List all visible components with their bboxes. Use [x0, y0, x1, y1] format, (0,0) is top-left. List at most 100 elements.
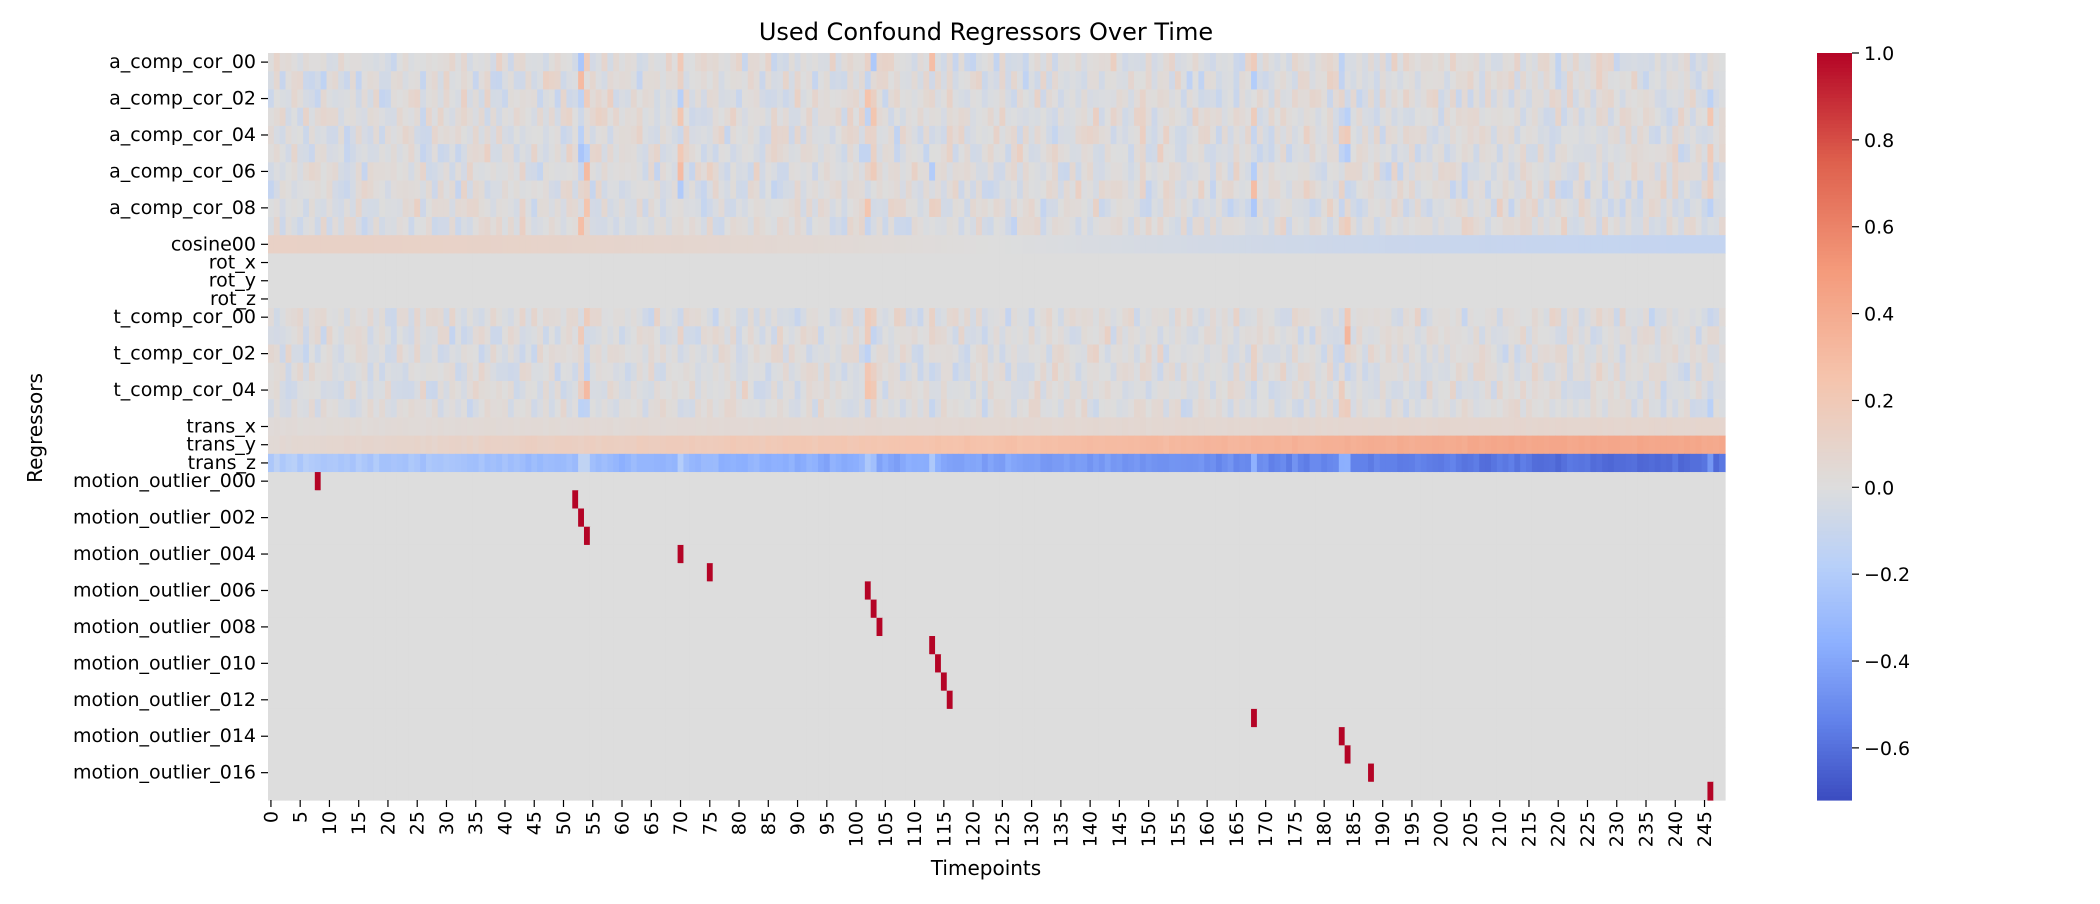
- heatmap-cell: [923, 380, 930, 400]
- heatmap-cell: [870, 326, 878, 346]
- heatmap-cell: [899, 344, 907, 364]
- heatmap-cell: [1660, 107, 1668, 127]
- heatmap-cell: [1660, 180, 1668, 200]
- heatmap-cell: [987, 362, 995, 382]
- heatmap-cell: [671, 107, 679, 127]
- heatmap-cell: [724, 180, 731, 200]
- heatmap-cell: [303, 380, 310, 400]
- heatmap-cell: [1227, 53, 1235, 72]
- heatmap-cell: [1063, 71, 1071, 91]
- heatmap-cell: [1034, 89, 1041, 109]
- heatmap-cell: [1713, 53, 1720, 72]
- heatmap-cell: [355, 53, 363, 72]
- heatmap-cell: [1607, 253, 1615, 273]
- heatmap-cell: [320, 235, 328, 255]
- heatmap-cell: [712, 289, 720, 309]
- heatmap-cell: [1572, 180, 1580, 200]
- heatmap-cell: [408, 125, 415, 145]
- heatmap-cell: [1514, 399, 1521, 418]
- heatmap-cell: [1514, 125, 1521, 145]
- heatmap-cell: [712, 89, 720, 109]
- heatmap-cell: [1221, 162, 1229, 182]
- heatmap-cell: [806, 53, 813, 72]
- heatmap-cell: [1643, 362, 1650, 382]
- heatmap-cell: [1537, 271, 1545, 291]
- heatmap-cell: [1713, 308, 1720, 327]
- heatmap-cell: [578, 53, 585, 72]
- heatmap-cell: [1110, 198, 1118, 218]
- heatmap-cell: [1385, 216, 1393, 236]
- heatmap-cell: [402, 380, 410, 400]
- heatmap-cell: [818, 362, 825, 382]
- heatmap-cell: [689, 253, 696, 273]
- heatmap-cell: [1526, 380, 1533, 400]
- heatmap-cell: [1192, 216, 1199, 236]
- heatmap-cell: [1356, 144, 1363, 163]
- heatmap-cell: [1625, 253, 1632, 273]
- heatmap-cell: [1145, 162, 1153, 182]
- heatmap-cell: [1268, 399, 1276, 418]
- heatmap-cell: [513, 216, 521, 236]
- heatmap-cell: [1414, 125, 1422, 145]
- heatmap-cell: [1672, 125, 1679, 145]
- heatmap-cell: [349, 180, 357, 200]
- heatmap-cell: [1227, 89, 1235, 109]
- heatmap-cell: [1578, 362, 1586, 382]
- heatmap-cell: [1689, 89, 1697, 109]
- heatmap-cell: [1251, 344, 1258, 364]
- heatmap-cell: [1695, 326, 1703, 346]
- heatmap-cell: [1075, 326, 1082, 346]
- heatmap-cell: [876, 380, 883, 400]
- heatmap-cell: [1409, 144, 1416, 163]
- heatmap-cell: [946, 380, 954, 400]
- heatmap-cell: [753, 144, 761, 163]
- heatmap-cell: [1426, 180, 1434, 200]
- heatmap-cell: [1531, 125, 1539, 145]
- heatmap-cell: [1362, 380, 1369, 400]
- heatmap-cell: [923, 326, 930, 346]
- heatmap-cell: [1672, 399, 1679, 418]
- heatmap-cell: [1713, 89, 1720, 109]
- heatmap-cell: [894, 289, 901, 309]
- heatmap-cell: [1578, 289, 1586, 309]
- heatmap-cell: [935, 380, 942, 400]
- heatmap-cell: [1169, 235, 1176, 255]
- heatmap-cell: [677, 216, 685, 236]
- heatmap-cell: [531, 271, 538, 291]
- heatmap-cell: [1016, 71, 1024, 91]
- heatmap-cell: [683, 399, 690, 418]
- heatmap-cell: [1502, 180, 1510, 200]
- heatmap-cell: [402, 308, 410, 327]
- heatmap-cell: [1256, 71, 1264, 91]
- heatmap-cell: [1093, 362, 1100, 382]
- heatmap-cell: [1134, 308, 1141, 327]
- heatmap-cell: [320, 417, 328, 437]
- heatmap-cell: [1198, 180, 1205, 200]
- heatmap-cell: [1455, 308, 1463, 327]
- heatmap-cell: [917, 144, 924, 163]
- heatmap-cell: [782, 71, 790, 91]
- heatmap-cell: [806, 89, 813, 109]
- heatmap-cell: [1145, 253, 1153, 273]
- heatmap-cell: [1215, 253, 1223, 273]
- heatmap-cell: [1192, 162, 1199, 182]
- heatmap-cell: [332, 399, 339, 418]
- heatmap-cell: [1385, 180, 1393, 200]
- heatmap-cell: [1297, 180, 1305, 200]
- heatmap-cell: [496, 235, 503, 255]
- heatmap-cell: [782, 253, 790, 273]
- heatmap-cell: [619, 89, 626, 109]
- heatmap-cell: [1280, 107, 1287, 127]
- heatmap-cell: [332, 162, 339, 182]
- heatmap-cell: [1397, 344, 1404, 364]
- heatmap-cell: [1321, 289, 1328, 309]
- heatmap-cell: [929, 326, 936, 346]
- heatmap-cell: [718, 144, 726, 163]
- heatmap-cell: [1619, 308, 1627, 327]
- heatmap-cell: [1122, 380, 1129, 400]
- heatmap-cell: [788, 89, 796, 109]
- heatmap-cell: [1063, 399, 1071, 418]
- heatmap-cell: [1011, 162, 1018, 182]
- heatmap-cell: [589, 53, 597, 72]
- heatmap-cell: [396, 362, 404, 382]
